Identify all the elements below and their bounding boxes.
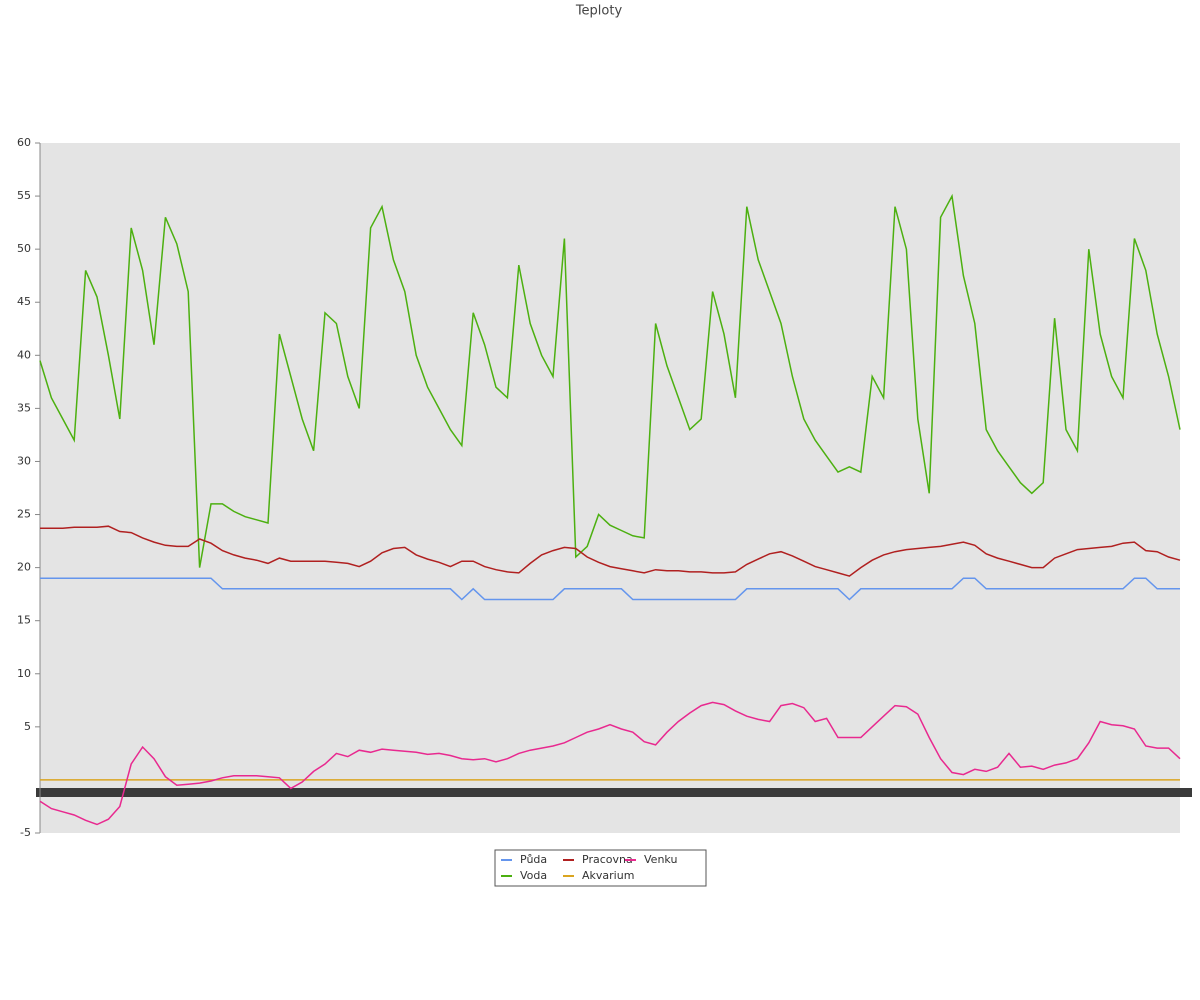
series-layer	[39, 193, 1181, 826]
series-line	[40, 577, 1180, 601]
y-tick-label: 30	[17, 454, 31, 467]
y-tick-label: 50	[17, 242, 31, 255]
series-line	[39, 193, 1181, 568]
y-tick-label: 40	[17, 348, 31, 361]
series-line	[39, 701, 1181, 826]
legend-label: Akvarium	[582, 869, 634, 882]
y-tick-label: 35	[17, 401, 31, 414]
legend-label: Voda	[520, 869, 547, 882]
legend-label: Půda	[520, 853, 547, 866]
y-tick-label: 55	[17, 189, 31, 202]
legend	[494, 849, 707, 887]
y-tick-label: 10	[17, 667, 31, 680]
x-axis-label-band	[36, 788, 1192, 797]
y-tick-label: 60	[17, 136, 31, 149]
y-tick-label: 20	[17, 561, 31, 574]
chart-title: Teploty	[575, 4, 623, 19]
y-tick-label: 25	[17, 508, 31, 521]
y-tick-label: -5	[20, 826, 31, 839]
y-tick-label: 45	[17, 295, 31, 308]
y-tick-label: 15	[17, 614, 31, 627]
series-line	[40, 525, 1181, 577]
legend-label: Venku	[644, 853, 677, 866]
legend-label: Pracovna	[582, 853, 633, 866]
plot-area	[40, 143, 1180, 833]
y-tick-label: 5	[24, 720, 31, 733]
